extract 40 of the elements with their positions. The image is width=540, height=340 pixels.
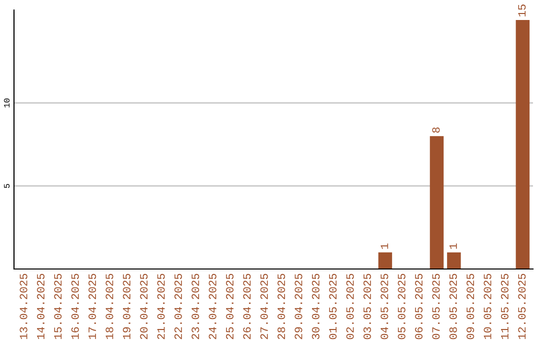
x-tick-label: 08.05.2025 — [449, 274, 457, 340]
x-tick-label: 13.04.2025 — [20, 274, 28, 340]
x-tick-label: 02.05.2025 — [346, 274, 354, 340]
data-label: 15 — [518, 4, 526, 16]
x-tick-label: 19.04.2025 — [122, 274, 130, 340]
x-tick-label: 11.05.2025 — [500, 274, 508, 340]
x-tick-label: 23.04.2025 — [192, 274, 200, 340]
data-label: 8 — [432, 127, 440, 133]
data-label: 1 — [380, 243, 388, 249]
x-tick-label: 29.04.2025 — [294, 274, 302, 340]
x-tick-label: 14.04.2025 — [36, 274, 44, 340]
x-tick-label: 05.05.2025 — [398, 274, 406, 340]
x-tick-label: 09.05.2025 — [466, 274, 474, 340]
x-tick-label: 01.05.2025 — [329, 274, 337, 340]
bar — [378, 252, 392, 269]
bar — [447, 252, 461, 269]
data-label: 1 — [450, 243, 457, 249]
x-tick-label: 27.04.2025 — [260, 274, 268, 340]
x-tick-label: 16.04.2025 — [71, 274, 79, 340]
y-tick-label: 5 — [4, 184, 10, 188]
x-tick-label: 03.05.2025 — [363, 274, 372, 340]
x-tick-label: 21.04.2025 — [157, 274, 165, 340]
x-tick-label: 24.04.2025 — [208, 274, 216, 340]
bar — [516, 20, 530, 269]
x-tick-label: 04.05.2025 — [380, 274, 388, 340]
x-tick-label: 28.04.2025 — [278, 274, 286, 340]
x-tick-label: 22.04.2025 — [174, 274, 182, 340]
x-tick-label: 30.04.2025 — [312, 274, 320, 340]
x-tick-label: 20.04.2025 — [140, 274, 148, 340]
bar — [430, 136, 444, 269]
x-tick-label: 12.05.2025 — [518, 274, 526, 340]
x-tick-label: 07.05.2025 — [432, 274, 440, 340]
y-tick-label: 10 — [4, 98, 10, 108]
x-tick-label: 17.04.2025 — [88, 274, 96, 340]
x-tick-label: 18.04.2025 — [106, 274, 114, 340]
x-tick-label: 25.04.2025 — [226, 274, 234, 340]
x-tick-label: 26.04.2025 — [243, 274, 251, 340]
x-tick-label: 15.04.2025 — [54, 274, 62, 340]
x-tick-label: 06.05.2025 — [415, 274, 423, 340]
x-tick-label: 10.05.2025 — [484, 274, 492, 340]
